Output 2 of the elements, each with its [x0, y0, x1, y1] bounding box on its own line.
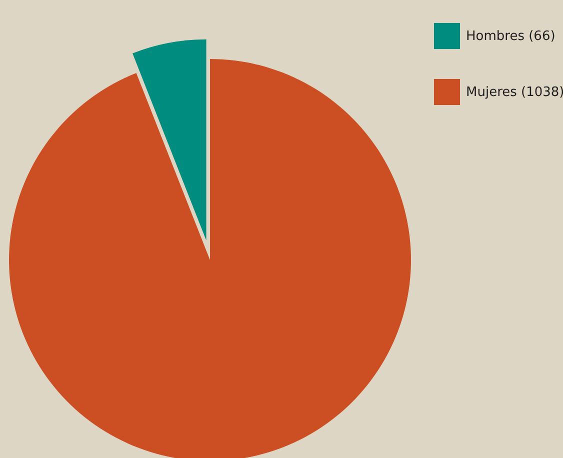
legend-label: Mujeres (1038) — [466, 85, 563, 100]
legend-label: Hombres (66) — [466, 29, 556, 44]
